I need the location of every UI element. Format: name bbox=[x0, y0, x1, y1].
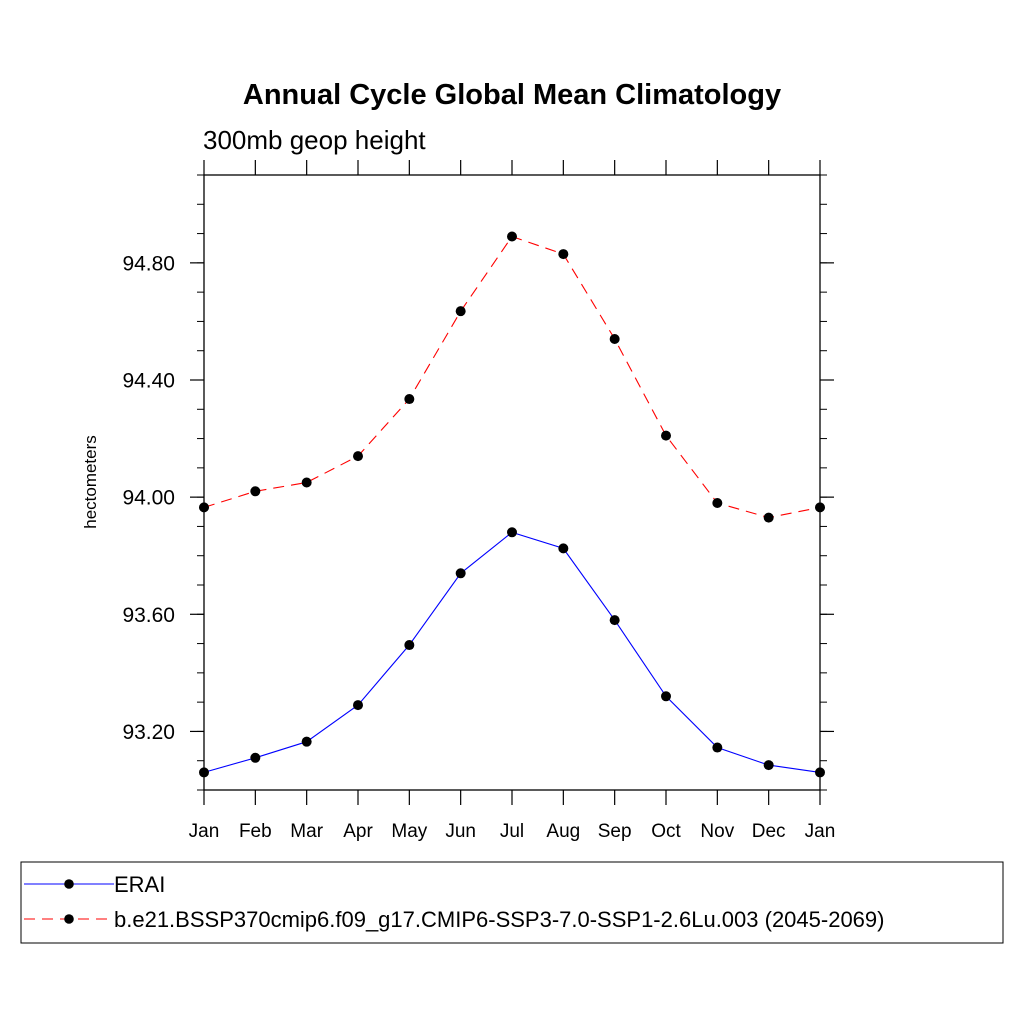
y-tick-label: 94.80 bbox=[122, 252, 175, 275]
data-point bbox=[250, 486, 261, 497]
x-tick-label: Apr bbox=[343, 821, 373, 842]
data-point bbox=[661, 691, 671, 702]
y-tick-label: 93.20 bbox=[122, 721, 175, 744]
x-tick-label: Mar bbox=[290, 821, 323, 842]
chart-title: Annual Cycle Global Mean Climatology bbox=[243, 79, 781, 111]
data-point bbox=[763, 512, 774, 523]
x-tick-label: Dec bbox=[752, 821, 786, 842]
legend-box bbox=[20, 861, 1004, 944]
x-tick-label: Jun bbox=[445, 821, 476, 842]
data-point bbox=[661, 430, 671, 441]
legend-marker-erai bbox=[64, 879, 74, 889]
data-point bbox=[609, 615, 620, 626]
data-point bbox=[199, 767, 209, 778]
data-point bbox=[455, 568, 466, 579]
x-tick-label: Aug bbox=[546, 821, 580, 842]
series-layer bbox=[199, 231, 825, 778]
data-point bbox=[301, 477, 312, 488]
x-tick-label: Jul bbox=[500, 821, 524, 842]
x-tick-label: Jan bbox=[189, 821, 220, 842]
legend-item-erai: ERAI bbox=[24, 872, 165, 897]
series-line-1 bbox=[203, 235, 821, 519]
data-point bbox=[507, 527, 517, 538]
data-point bbox=[353, 451, 363, 462]
axis-ticks: Jan Feb Mar Apr May Jun Jul Aug Sep Oct Nov Dec Jan 9… bbox=[122, 160, 835, 842]
y-tick-label: 94.40 bbox=[122, 370, 175, 393]
legend-label-erai: ERAI bbox=[114, 872, 165, 897]
plot-frame bbox=[203, 174, 821, 791]
data-point bbox=[250, 752, 261, 763]
x-tick-label: May bbox=[391, 821, 427, 842]
legend-marker-model bbox=[64, 914, 74, 924]
y-tick-label: 94.00 bbox=[122, 487, 175, 510]
y-tick-label: 93.60 bbox=[122, 604, 175, 627]
data-point bbox=[455, 306, 466, 317]
data-point bbox=[199, 502, 209, 513]
x-tick-label: Sep bbox=[598, 821, 632, 842]
data-point bbox=[763, 760, 774, 771]
chart-subtitle: 300mb geop height bbox=[203, 125, 426, 155]
data-point bbox=[301, 736, 312, 747]
data-point bbox=[815, 767, 825, 778]
series-line-0 bbox=[203, 531, 821, 773]
legend-label-model: b.e21.BSSP370cmip6.f09_g17.CMIP6-SSP3-7.… bbox=[114, 907, 884, 932]
y-axis-label: hectometers bbox=[81, 435, 100, 529]
data-point bbox=[712, 498, 723, 508]
data-point bbox=[558, 543, 569, 554]
data-point bbox=[404, 640, 415, 651]
legend-item-model: b.e21.BSSP370cmip6.f09_g17.CMIP6-SSP3-7.… bbox=[24, 907, 884, 932]
x-tick-label: Feb bbox=[239, 821, 272, 842]
data-point bbox=[609, 334, 620, 344]
x-tick-label: Jan bbox=[805, 821, 836, 842]
data-point bbox=[404, 394, 415, 405]
data-point bbox=[712, 742, 723, 753]
data-point bbox=[507, 231, 517, 242]
x-tick-label: Nov bbox=[700, 821, 734, 842]
data-point bbox=[353, 700, 363, 711]
data-point bbox=[558, 249, 569, 260]
x-tick-label: Oct bbox=[651, 821, 681, 842]
data-point bbox=[815, 502, 825, 513]
legend: ERAI b.e21.BSSP370cmip6.f09_g17.CMIP6-SS… bbox=[20, 861, 1004, 944]
